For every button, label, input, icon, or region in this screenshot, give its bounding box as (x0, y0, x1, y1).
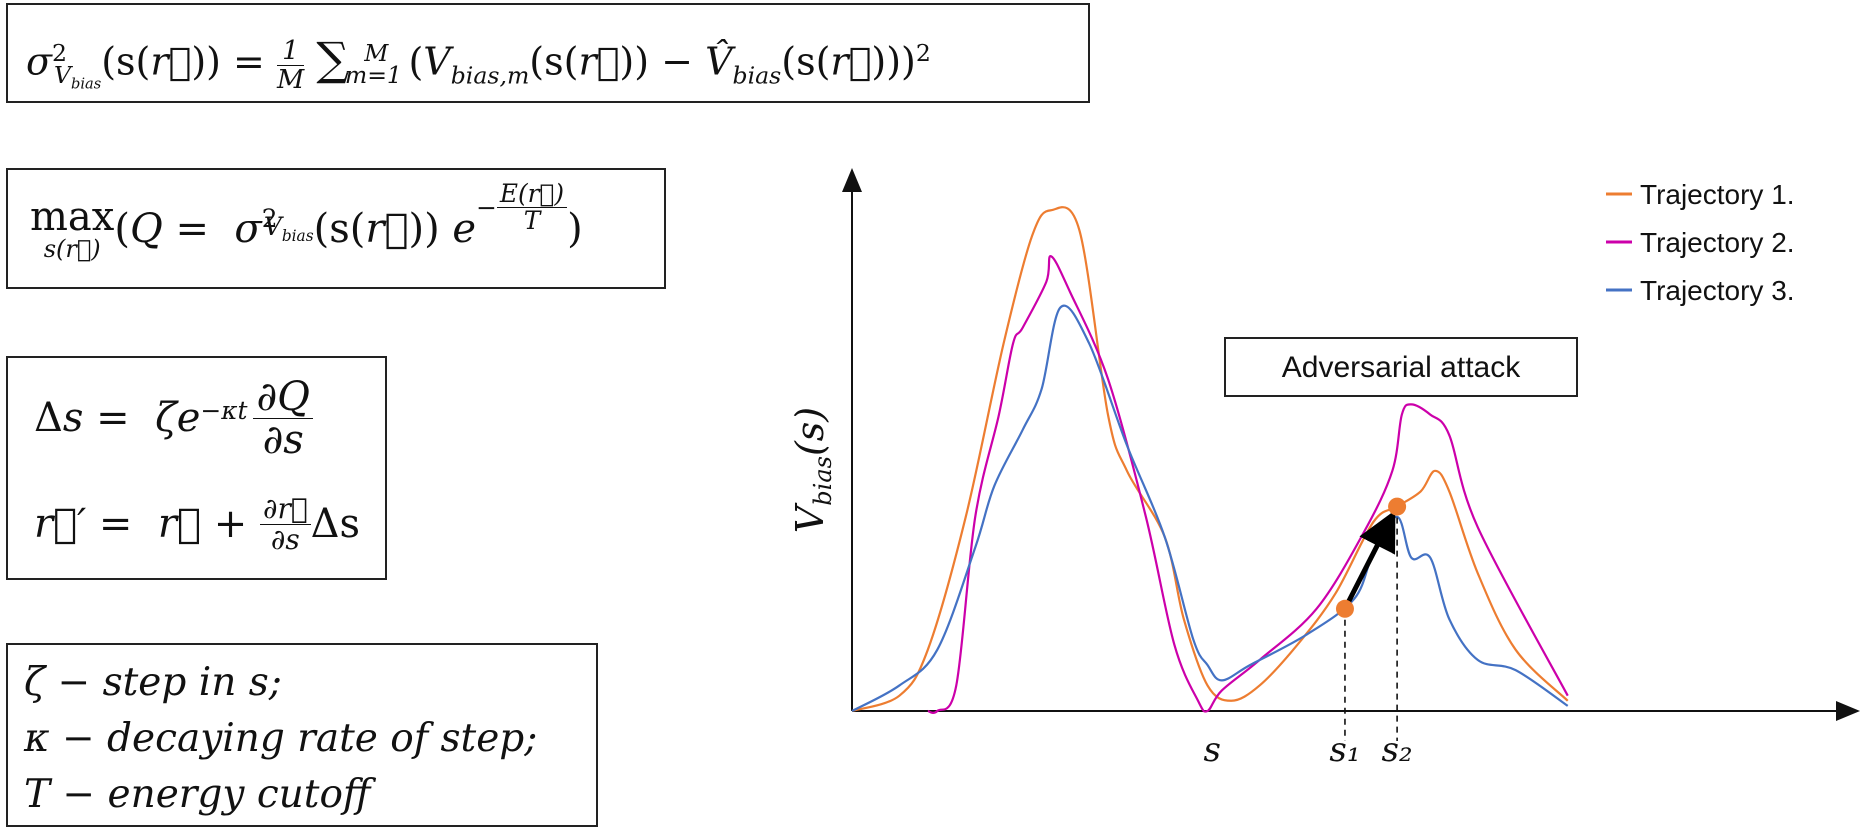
tick-layer: s s₁ s₂ (1204, 730, 1413, 770)
marker-point-1 (1335, 599, 1354, 618)
annotation-text: Adversarial attack (1282, 351, 1521, 384)
definition-T: T − energy cutoff (24, 772, 371, 817)
legend: Trajectory 1. Trajectory 2. Trajectory 3. (1606, 179, 1795, 306)
svg-text:Vbias(s): Vbias(s) (788, 407, 837, 533)
objective-equation-box: max s(r⃗) (Q = σ 2 Vbias (s(r⃗)) e − E(r⃗) T… (6, 168, 666, 289)
series-line-trajectory-2 (927, 255, 1569, 714)
marker-point-2 (1388, 497, 1407, 516)
x-tick-label-2: s₁ (1329, 730, 1360, 770)
attack-arrow (1342, 509, 1396, 610)
definitions-box: ζ − step in s; κ − decaying rate of step… (6, 643, 598, 827)
annotation-box (1224, 337, 1578, 397)
series-line-trajectory-1 (851, 206, 1569, 713)
legend-label-1: Trajectory 1. (1640, 179, 1795, 210)
definition-kappa: κ − decaying rate of step; (24, 716, 538, 761)
x-tick-label-3: s₂ (1382, 730, 1413, 770)
series-layer (851, 206, 1569, 714)
x-tick-label-1: s (1204, 730, 1221, 770)
marker-layer (1335, 497, 1407, 741)
legend-label-3: Trajectory 3. (1640, 275, 1795, 306)
series-line-trajectory-3 (851, 304, 1569, 712)
y-axis-label: Vbias(s) (788, 407, 837, 533)
legend-label-2: Trajectory 2. (1640, 227, 1795, 258)
definition-zeta: ζ − step in s; (24, 660, 282, 705)
